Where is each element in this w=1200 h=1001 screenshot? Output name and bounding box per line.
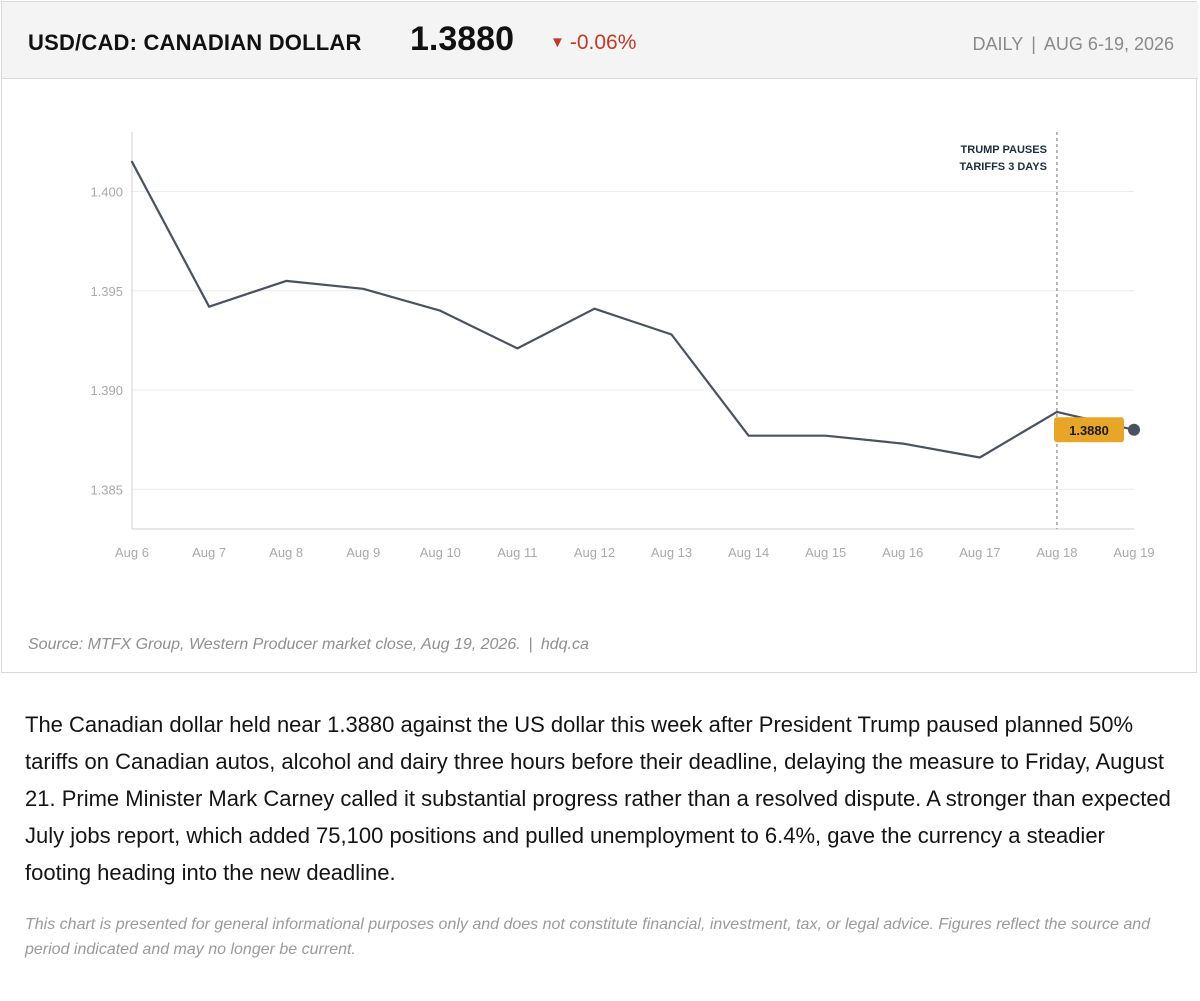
x-tick-label: Aug 15 — [805, 545, 846, 560]
x-tick-label: Aug 9 — [346, 545, 380, 560]
last-value-badge — [1054, 417, 1124, 443]
x-tick-label: Aug 14 — [728, 545, 769, 560]
down-arrow-icon: ▼ — [550, 34, 565, 51]
x-tick-label: Aug 19 — [1113, 545, 1154, 560]
frequency-label: DAILY — [972, 34, 1024, 54]
y-tick-label: 1.390 — [90, 383, 123, 398]
source-text: Source: MTFX Group, Western Producer mar… — [28, 636, 521, 653]
x-tick-label: Aug 7 — [192, 545, 226, 560]
y-tick-label: 1.400 — [90, 185, 123, 200]
chart-source: Source: MTFX Group, Western Producer mar… — [28, 636, 589, 654]
x-tick-label: Aug 13 — [651, 545, 692, 560]
x-tick-label: Aug 18 — [1036, 545, 1077, 560]
period-separator: | — [1031, 34, 1036, 54]
x-tick-label: Aug 12 — [574, 545, 615, 560]
x-tick-label: Aug 17 — [959, 545, 1000, 560]
y-tick-label: 1.395 — [90, 284, 123, 299]
x-tick-label: Aug 6 — [115, 545, 149, 560]
disclaimer: This chart is presented for general info… — [25, 916, 1151, 958]
current-price: 1.3880 — [410, 20, 514, 58]
chart-period: DAILY | AUG 6-19, 2026 — [973, 34, 1174, 55]
line-chart: 1.385 1.390 1.395 1.400 Aug 6 Aug 7 Aug 8 Aug 9… — [90, 132, 1155, 560]
chart-title: USD/CAD: CANADIAN DOLLAR — [28, 30, 362, 55]
end-point-marker — [1128, 423, 1140, 436]
chart-card: USD/CAD: CANADIAN DOLLAR 1.3880 ▼ -0.06% … — [1, 1, 1198, 673]
x-tick-label: Aug 16 — [882, 545, 923, 560]
last-value-label: 1.3880 — [1069, 423, 1109, 438]
date-range: AUG 6-19, 2026 — [1043, 34, 1174, 54]
x-tick-label: Aug 10 — [420, 545, 461, 560]
y-tick-label: 1.385 — [90, 482, 123, 497]
series-line — [130, 160, 1136, 459]
annotation-label: TARIFFS 3 DAYS — [960, 161, 1047, 173]
price-change: ▼ -0.06% — [550, 31, 636, 55]
chart-header: USD/CAD: CANADIAN DOLLAR 1.3880 ▼ -0.06% … — [2, 2, 1198, 79]
source-separator: | — [528, 636, 533, 653]
source-site: hdq.ca — [540, 636, 589, 653]
price-change-value: -0.06% — [569, 31, 637, 54]
annotation-label: TRUMP PAUSES — [961, 144, 1047, 156]
article-paragraph: The Canadian dollar held near 1.3880 aga… — [25, 712, 1171, 885]
x-tick-label: Aug 8 — [269, 545, 303, 560]
x-tick-label: Aug 11 — [497, 545, 537, 560]
